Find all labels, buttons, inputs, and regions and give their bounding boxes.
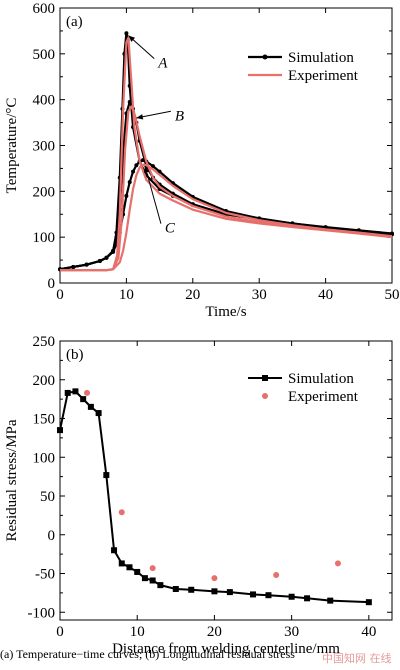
experiment-point [84, 389, 91, 396]
simulation-marker [288, 593, 295, 600]
simulation-marker [87, 403, 94, 410]
simulation-marker [124, 31, 129, 36]
x-tick-label: 0 [56, 287, 64, 303]
legend-marker [262, 375, 268, 381]
y-tick-label: 0 [48, 276, 56, 292]
y-tick-label: 300 [33, 139, 56, 155]
experiment-point [211, 575, 218, 582]
simulation-marker [149, 577, 156, 584]
simulation-marker [64, 389, 71, 396]
x-tick-label: 10 [119, 287, 134, 303]
simulation-marker [126, 564, 133, 571]
panel-a-temperature-time: 0 10 20 30 40 500100200300400500600Time/sTemp… [4, 1, 400, 320]
x-axis-label: Distance from welding centerline/mm [112, 641, 340, 657]
simulation-marker [134, 568, 141, 575]
simulation-marker [157, 582, 164, 589]
simulation-marker [80, 396, 87, 403]
legend-entry: Simulation [288, 371, 354, 387]
x-tick-label: 40 [318, 287, 333, 303]
legend-entry: Simulation [288, 50, 354, 66]
simulation-marker [265, 592, 272, 599]
y-tick-label: 500 [33, 47, 56, 63]
y-tick-label: 250 [33, 334, 56, 350]
experiment-point [118, 509, 125, 516]
x-tick-label: 20 [185, 287, 200, 303]
y-axis-label: Residual stress/MPa [4, 419, 20, 541]
legend-entry: Experiment [288, 68, 359, 84]
annotation-arrowhead [128, 35, 136, 42]
simulation-marker [84, 262, 89, 267]
simulation-marker [111, 547, 118, 554]
legend-entry: Experiment [288, 389, 359, 405]
y-tick-label: 200 [33, 373, 56, 389]
simulation-marker [111, 249, 116, 254]
simulation-marker [104, 255, 109, 260]
panel-b-residual-stress: 0 10 20 30 40 -100 -50 0 50 100 150 200 250 Distance … [4, 334, 393, 657]
y-tick-label: 200 [33, 184, 56, 200]
simulation-marker [97, 259, 102, 263]
annotation-label: B [175, 108, 184, 124]
y-tick-label: -50 [35, 567, 55, 583]
x-tick-label: 30 [252, 287, 267, 303]
panel-label: (b) [66, 347, 84, 363]
annotation-arrow [144, 165, 162, 224]
panel-label: (a) [66, 14, 83, 30]
simulation-marker [103, 472, 110, 479]
simulation-marker [250, 591, 257, 598]
simulation-marker [72, 388, 79, 395]
simulation-marker [118, 560, 125, 567]
experiment-point [149, 565, 156, 572]
annotation-label: A [157, 56, 168, 72]
y-tick-label: 100 [33, 230, 56, 246]
simulation-marker [226, 589, 233, 596]
simulation-marker [127, 99, 132, 104]
y-tick-label: 50 [40, 489, 55, 505]
annotation-label: C [165, 221, 176, 237]
simulation-marker [172, 586, 179, 592]
experiment-point [334, 560, 341, 567]
figure-caption: (a) Temperature−time curves; (b) Longitu… [0, 647, 295, 661]
y-tick-label: 150 [33, 412, 56, 428]
y-tick-label: 400 [33, 93, 56, 109]
annotation-arrowhead [144, 166, 150, 174]
simulation-marker [150, 164, 155, 169]
y-tick-label: -100 [28, 605, 56, 621]
annotation-arrowhead [136, 114, 144, 120]
simulation-marker [188, 586, 195, 593]
simulation-marker [57, 427, 63, 434]
x-tick-label: 40 [361, 624, 376, 640]
plot-frame [59, 340, 393, 621]
legend-marker [262, 54, 268, 60]
y-tick-label: 600 [33, 1, 56, 17]
y-tick-label: 100 [33, 450, 56, 466]
experiment-point [273, 572, 280, 579]
x-tick-label: 0 [56, 624, 64, 640]
simulation-marker [211, 588, 218, 595]
simulation-marker [71, 264, 76, 269]
experiment-curve [60, 105, 393, 272]
legend-swatch [262, 393, 268, 399]
simulation-marker [304, 595, 311, 602]
y-tick-label: 0 [48, 528, 56, 544]
simulation-marker [365, 599, 372, 606]
x-tick-label: 30 [284, 624, 299, 640]
simulation-marker [127, 180, 132, 185]
x-tick-label: 50 [385, 287, 400, 303]
simulation-marker [327, 597, 334, 604]
simulation-marker [141, 158, 145, 163]
simulation-curve [59, 390, 369, 604]
y-axis-label: Temperature/°C [4, 98, 20, 194]
simulation-marker [131, 169, 136, 174]
simulation-marker [124, 193, 129, 198]
simulation-marker [95, 410, 102, 417]
watermark: 中国知网 在线 [322, 651, 392, 665]
x-tick-label: 20 [207, 624, 222, 640]
experiment-curve [60, 163, 393, 272]
simulation-marker [141, 575, 148, 582]
x-axis-label: Time/s [205, 304, 246, 320]
simulation-marker [134, 163, 139, 168]
x-tick-label: 10 [130, 624, 145, 640]
simulation-curve [59, 100, 393, 271]
